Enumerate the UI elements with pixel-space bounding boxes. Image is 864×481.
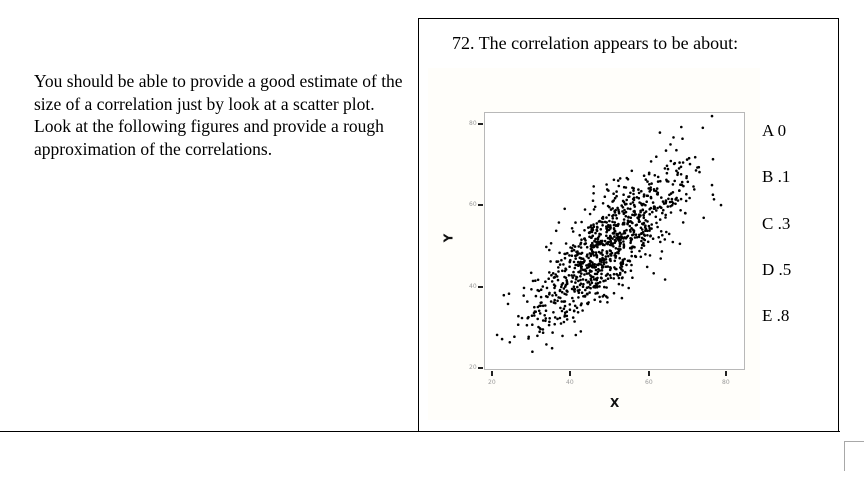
x-tick-20	[491, 371, 493, 376]
option-d[interactable]: D .5	[762, 259, 792, 279]
option-b[interactable]: B .1	[762, 167, 791, 187]
horizontal-divider	[0, 431, 840, 432]
option-c[interactable]: C .3	[762, 213, 791, 233]
x-axis-label: X	[610, 396, 620, 410]
y-tick-label-80: 80	[469, 120, 477, 127]
answer-options: A 0 B .1 C .3 D .5 E .8	[762, 120, 791, 351]
x-tick-60	[648, 371, 650, 376]
y-tick-20	[478, 367, 483, 369]
instructions-paragraph: You should be able to provide a good est…	[34, 71, 403, 159]
y-tick-40	[478, 286, 483, 288]
y-tick-80	[478, 123, 483, 125]
question-prompt: 72. The correlation appears to be about:	[452, 33, 739, 53]
question-box	[418, 18, 839, 431]
y-tick-label-60: 60	[469, 201, 477, 208]
x-tick-label-20: 20	[488, 379, 496, 386]
option-e[interactable]: E .8	[762, 306, 790, 326]
y-tick-60	[478, 204, 483, 206]
x-tick-label-60: 60	[645, 379, 653, 386]
y-tick-label-20: 20	[469, 364, 477, 371]
x-tick-label-80: 80	[722, 379, 730, 386]
option-a[interactable]: A 0	[762, 121, 787, 140]
x-tick-label-40: 40	[566, 379, 574, 386]
x-tick-40	[569, 371, 571, 376]
y-tick-label-40: 40	[469, 283, 477, 290]
x-tick-80	[725, 371, 727, 376]
page-corner-mark	[844, 441, 864, 471]
